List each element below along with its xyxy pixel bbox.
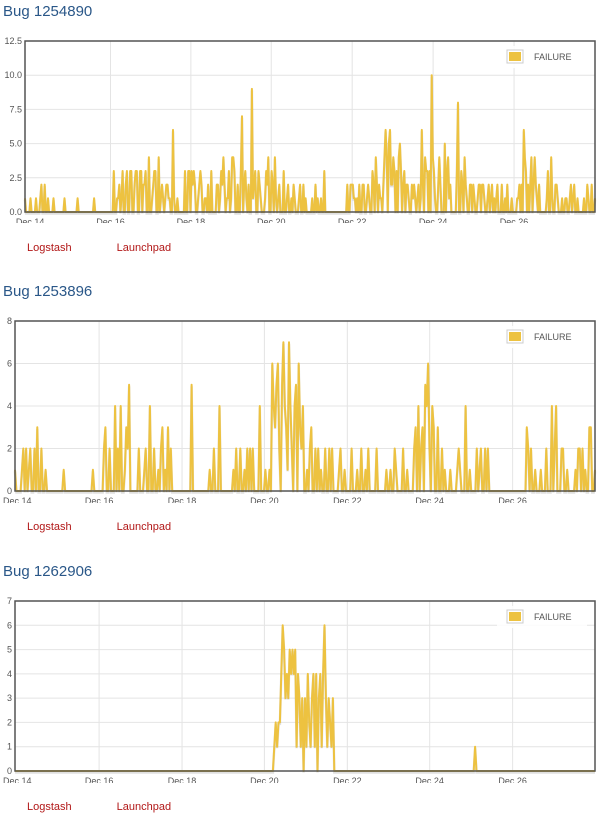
y-tick-label: 10.0 xyxy=(4,70,22,80)
legend: FAILURE xyxy=(497,326,587,348)
y-tick-label: 2 xyxy=(7,717,12,727)
x-tick-label: Dec 24 xyxy=(415,496,444,503)
x-tick-label: Dec 14 xyxy=(3,496,32,503)
x-tick-label: Dec 16 xyxy=(85,776,114,783)
x-tick-label: Dec 22 xyxy=(333,776,362,783)
y-tick-label: 4 xyxy=(7,669,12,679)
y-tick-label: 1 xyxy=(7,742,12,752)
y-tick-label: 6 xyxy=(7,359,12,369)
logstash-link[interactable]: Logstash xyxy=(27,801,72,813)
y-tick-label: 0 xyxy=(7,766,12,776)
y-tick-label: 7 xyxy=(7,596,12,606)
bug-links: Logstash Launchpad xyxy=(27,242,216,254)
launchpad-link[interactable]: Launchpad xyxy=(117,242,171,254)
logstash-link[interactable]: Logstash xyxy=(27,242,72,254)
y-tick-label: 5 xyxy=(7,645,12,655)
y-tick-label: 7.5 xyxy=(9,104,22,114)
x-tick-label: Dec 26 xyxy=(498,776,527,783)
x-tick-label: Dec 14 xyxy=(16,217,45,223)
x-tick-label: Dec 18 xyxy=(177,217,206,223)
y-tick-label: 0.0 xyxy=(9,207,22,217)
y-tick-label: 2 xyxy=(7,444,12,454)
x-tick-label: Dec 14 xyxy=(3,776,32,783)
legend-label: FAILURE xyxy=(534,52,572,62)
y-tick-label: 2.5 xyxy=(9,173,22,183)
series-shadow xyxy=(15,344,595,493)
legend-label: FAILURE xyxy=(534,332,572,342)
x-tick-label: Dec 26 xyxy=(498,496,527,503)
logstash-link[interactable]: Logstash xyxy=(27,521,72,533)
launchpad-link[interactable]: Launchpad xyxy=(117,801,171,813)
y-tick-label: 12.5 xyxy=(4,36,22,46)
x-tick-label: Dec 20 xyxy=(250,496,279,503)
bug-title[interactable]: Bug 1262906 xyxy=(3,563,92,580)
x-tick-label: Dec 18 xyxy=(168,776,197,783)
failure-chart: 0.0 2.5 5.0 7.5 10.0 12.5 Dec 14 Dec 16 Dec 18 De… xyxy=(0,33,601,223)
legend-swatch xyxy=(509,332,521,341)
y-tick-label: 4 xyxy=(7,401,12,411)
x-tick-label: Dec 24 xyxy=(419,217,448,223)
y-tick-label: 5.0 xyxy=(9,139,22,149)
bug-title[interactable]: Bug 1254890 xyxy=(3,3,92,20)
launchpad-link[interactable]: Launchpad xyxy=(117,521,171,533)
bug-title[interactable]: Bug 1253896 xyxy=(3,283,92,300)
legend-label: FAILURE xyxy=(534,612,572,622)
x-tick-label: Dec 16 xyxy=(96,217,125,223)
x-tick-label: Dec 26 xyxy=(500,217,529,223)
legend-swatch xyxy=(509,612,521,621)
legend: FAILURE xyxy=(497,46,587,68)
bug-links: Logstash Launchpad xyxy=(27,801,216,813)
failure-chart: 0 1 2 3 4 5 6 7 Dec 14 Dec 16 Dec 18 Dec 20 Dec 22 De… xyxy=(0,593,601,783)
x-tick-label: Dec 16 xyxy=(85,496,114,503)
x-tick-label: Dec 22 xyxy=(333,496,362,503)
y-tick-label: 6 xyxy=(7,620,12,630)
x-tick-label: Dec 20 xyxy=(250,776,279,783)
x-tick-label: Dec 22 xyxy=(338,217,367,223)
y-tick-label: 0 xyxy=(7,486,12,496)
failure-chart: 0 2 4 6 8 Dec 14 Dec 16 Dec 18 Dec 20 Dec 22 Dec 2… xyxy=(0,313,601,503)
y-tick-label: 8 xyxy=(7,316,12,326)
x-tick-label: Dec 18 xyxy=(168,496,197,503)
x-tick-label: Dec 24 xyxy=(415,776,444,783)
y-tick-label: 3 xyxy=(7,693,12,703)
legend-swatch xyxy=(509,52,521,61)
x-tick-label: Dec 20 xyxy=(257,217,286,223)
bug-links: Logstash Launchpad xyxy=(27,521,216,533)
legend: FAILURE xyxy=(497,606,587,628)
